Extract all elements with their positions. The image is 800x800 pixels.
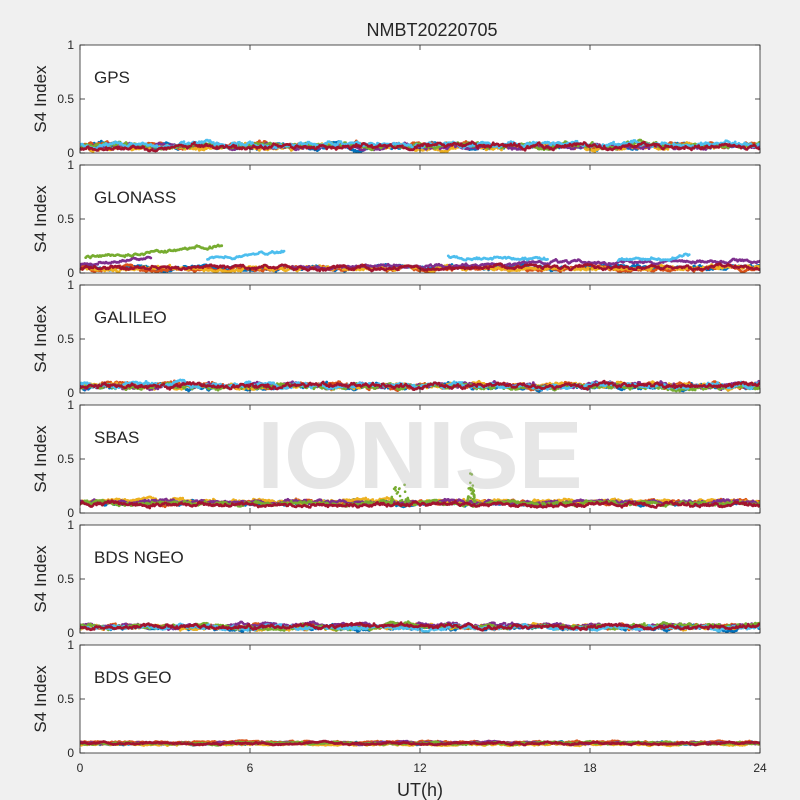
- data-point: [334, 148, 338, 151]
- data-point: [403, 142, 407, 146]
- data-point: [500, 148, 503, 152]
- data-point: [697, 144, 700, 148]
- y-tick-label: 1: [67, 38, 74, 52]
- data-point: [459, 142, 463, 146]
- data-point: [476, 146, 480, 150]
- panel-label: GPS: [94, 68, 130, 87]
- data-point: [288, 143, 292, 147]
- plot-area: [80, 45, 760, 153]
- data-markers: [80, 243, 760, 273]
- data-point: [400, 144, 404, 148]
- data-point: [124, 141, 128, 144]
- data-point: [358, 141, 362, 145]
- data-point: [474, 142, 477, 146]
- data-point: [733, 140, 737, 144]
- x-axis-label: UT(h): [397, 780, 443, 800]
- y-axis-label: S4 Index: [31, 65, 50, 133]
- data-point: [262, 147, 266, 151]
- data-point: [346, 144, 350, 148]
- data-point: [491, 141, 495, 145]
- plot-area: [80, 165, 760, 273]
- data-point: [258, 139, 261, 143]
- data-point: [86, 145, 90, 149]
- series-7: [80, 140, 760, 153]
- data-point: [142, 145, 146, 149]
- y-tick-label: 0.5: [57, 92, 74, 106]
- y-tick-label: 0: [67, 146, 74, 160]
- data-point: [706, 141, 710, 145]
- data-point: [232, 143, 235, 147]
- data-point: [99, 139, 103, 143]
- data-point: [212, 141, 215, 144]
- data-point: [238, 140, 241, 144]
- data-point: [717, 145, 721, 149]
- subplot-gps: 0 0.5 1 S4 Index GPS: [31, 38, 761, 160]
- data-point: [683, 147, 686, 151]
- data-point: [415, 146, 418, 150]
- data-point: [182, 140, 186, 144]
- data-point: [104, 146, 108, 150]
- data-point: [234, 144, 238, 148]
- data-point: [245, 144, 248, 147]
- data-point: [726, 146, 730, 150]
- data-point: [601, 147, 605, 151]
- data-point: [193, 141, 196, 144]
- data-point: [370, 144, 373, 147]
- data-point: [628, 146, 632, 150]
- data-point: [663, 146, 666, 150]
- data-point: [517, 142, 521, 146]
- data-point: [353, 145, 357, 149]
- data-point: [324, 145, 327, 149]
- data-markers: [80, 138, 760, 153]
- figure-title: NMBT20220705: [366, 20, 497, 40]
- data-point: [612, 140, 615, 144]
- data-point: [593, 150, 597, 153]
